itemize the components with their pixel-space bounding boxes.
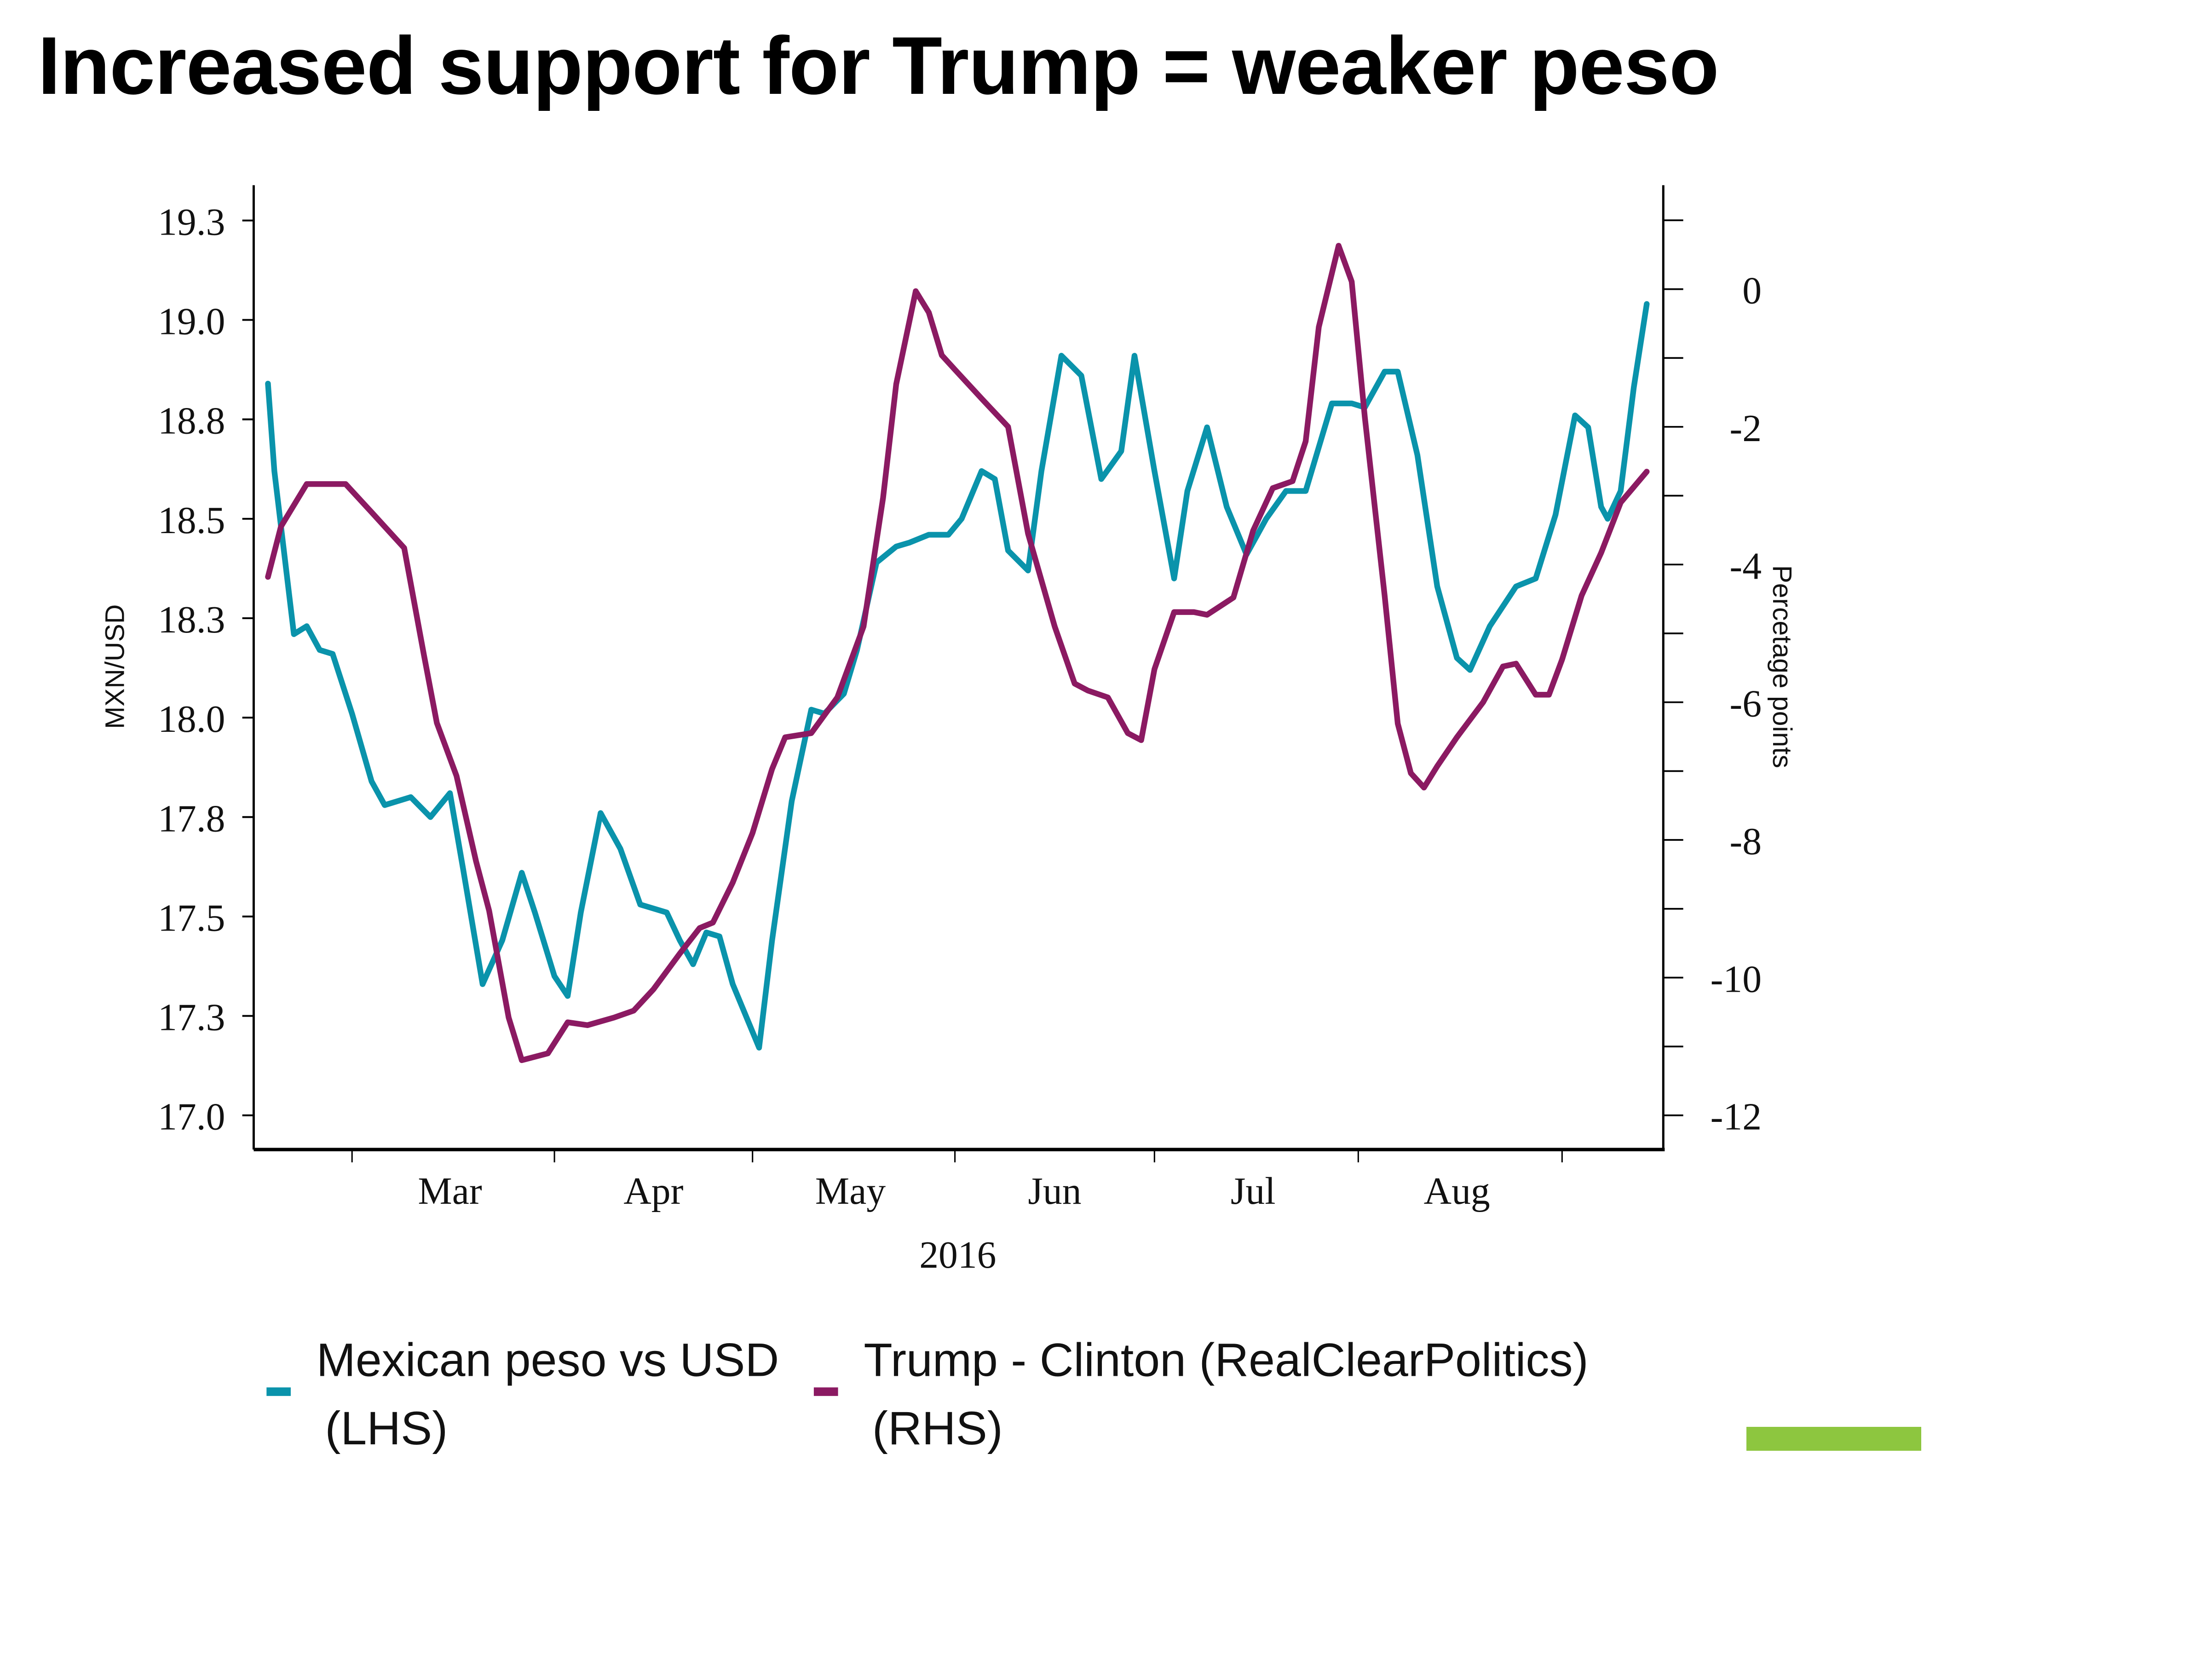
legend-label-trump-clinton-axis: (RHS) (872, 1402, 1003, 1454)
left-axis-title: MXN/USD (100, 604, 130, 729)
left-tick-label: 18.5 (158, 499, 225, 542)
axes (252, 185, 1665, 1151)
legend: Mexican peso vs USD (LHS) Trump - Clinto… (266, 1333, 1589, 1454)
left-axis-ticks: 19.3 19.0 18.8 18.5 18.3 18.0 17.8 17.5 17.3 17.0 (158, 201, 254, 1138)
left-tick-label: 17.5 (158, 896, 225, 939)
left-tick-label: 18.0 (158, 698, 225, 741)
legend-swatch-trump-clinton (813, 1387, 838, 1396)
accent-bar (1746, 1427, 1921, 1451)
right-axis-ticks: 0 -2 -4 -6 -8 -10 -12 (1663, 219, 1762, 1138)
right-tick-label: -10 (1711, 958, 1762, 1000)
x-tick-label: May (815, 1170, 886, 1213)
x-tick-label: Aug (1424, 1170, 1490, 1213)
series-line-peso (265, 301, 1650, 1051)
right-tick-label: -6 (1729, 683, 1762, 725)
series-layer (265, 242, 1650, 1063)
legend-label-peso-axis: (LHS) (325, 1402, 448, 1454)
right-tick-label: -8 (1729, 820, 1762, 863)
x-tick-label: Jul (1231, 1170, 1276, 1213)
legend-label-trump-clinton: Trump - Clinton (RealClearPolitics) (864, 1333, 1588, 1386)
right-tick-label: -2 (1729, 407, 1762, 450)
legend-item-trump-clinton: Trump - Clinton (RealClearPolitics) (RHS… (813, 1333, 1589, 1454)
left-tick-label: 18.8 (158, 400, 225, 442)
chart-title: Increased support for Trump = weaker pes… (38, 20, 1719, 111)
right-tick-label: -4 (1729, 545, 1762, 587)
legend-label-peso: Mexican peso vs USD (317, 1333, 779, 1386)
x-tick-label: Apr (623, 1170, 683, 1213)
right-axis-title: Percetage points (1767, 565, 1797, 768)
left-tick-label: 17.0 (158, 1096, 225, 1138)
x-axis-title: 2016 (919, 1234, 996, 1276)
left-tick-label: 18.3 (158, 598, 225, 641)
right-tick-label: 0 (1742, 270, 1762, 312)
left-tick-label: 19.3 (158, 201, 225, 243)
x-tick-label: Jun (1028, 1170, 1081, 1213)
x-axis-ticks: Mar Apr May Jun Jul Aug (351, 1149, 1563, 1213)
right-tick-label: -12 (1711, 1096, 1762, 1138)
legend-swatch-peso (266, 1387, 291, 1396)
legend-item-peso: Mexican peso vs USD (LHS) (266, 1333, 779, 1454)
left-tick-label: 19.0 (158, 300, 225, 343)
left-tick-label: 17.3 (158, 996, 225, 1039)
left-tick-label: 17.8 (158, 797, 225, 840)
x-tick-label: Mar (418, 1170, 482, 1213)
series-line-trump-clinton (265, 242, 1650, 1063)
